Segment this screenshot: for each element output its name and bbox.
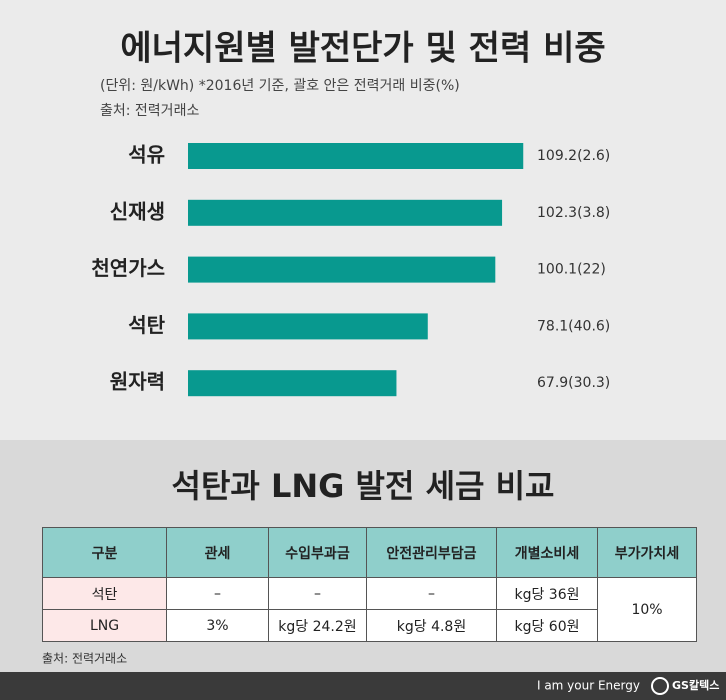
bar	[188, 370, 397, 397]
cell: kg당 4.8원	[366, 609, 497, 642]
value-label: 78.1(40.6)	[537, 318, 610, 334]
table-header: 구분 관세 수입부과금 안전관리부담금 개별소비세 부가가치세	[42, 527, 697, 578]
header-cell: 관세	[166, 527, 269, 578]
bar	[188, 199, 503, 226]
logo-icon	[651, 677, 669, 695]
cell: kg당 36원	[496, 577, 598, 610]
footer-slogan: I am your Energy	[537, 679, 640, 693]
category-label: 신재생	[110, 199, 165, 223]
cell: –	[166, 577, 269, 610]
header-cell: 수입부과금	[268, 527, 367, 578]
value-label: 100.1(22)	[537, 262, 606, 278]
value-label: 109.2(2.6)	[537, 148, 610, 164]
bar	[188, 143, 524, 169]
table-title: 석탄과 LNG 발전 세금 비교	[172, 467, 555, 505]
row-label: LNG	[42, 609, 167, 642]
cell: kg당 24.2원	[268, 609, 367, 642]
footer-brand: GS칼텍스	[672, 678, 719, 692]
chart-source: 출처: 전력거래소	[100, 103, 199, 119]
merged-cell: 10%	[597, 577, 697, 642]
value-label: 67.9(30.3)	[537, 375, 610, 391]
table-row: LNG 3% kg당 24.2원 kg당 4.8원 kg당 60원	[42, 609, 697, 642]
cell: –	[366, 577, 497, 610]
header-cell: 안전관리부담금	[366, 527, 497, 578]
category-label: 석탄	[128, 313, 165, 337]
value-label: 102.3(3.8)	[537, 205, 610, 221]
category-label: 천연가스	[91, 256, 165, 280]
bar	[188, 313, 428, 340]
category-label: 석유	[128, 143, 165, 167]
cell: –	[268, 577, 367, 610]
category-label: 원자력	[110, 370, 165, 394]
table-source: 출처: 전력거래소	[42, 652, 127, 666]
cell: 3%	[166, 609, 269, 642]
row-label: 석탄	[42, 577, 167, 610]
header-cell: 구분	[42, 527, 167, 578]
header-cell: 부가가치세	[597, 527, 697, 578]
footer-bar	[0, 672, 726, 700]
chart-title: 에너지원별 발전단가 및 전력 비중	[120, 29, 605, 69]
bar	[188, 256, 496, 283]
chart-subtitle: (단위: 원/kWh) *2016년 기준, 괄호 안은 전력거래 비중(%)	[100, 78, 460, 94]
cell: kg당 60원	[496, 609, 598, 642]
tax-table: 구분 관세 수입부과금 안전관리부담금 개별소비세 부가가치세 석탄 – – –…	[42, 527, 697, 642]
header-cell: 개별소비세	[496, 527, 598, 578]
table-row: 석탄 – – – kg당 36원 10%	[42, 577, 697, 642]
